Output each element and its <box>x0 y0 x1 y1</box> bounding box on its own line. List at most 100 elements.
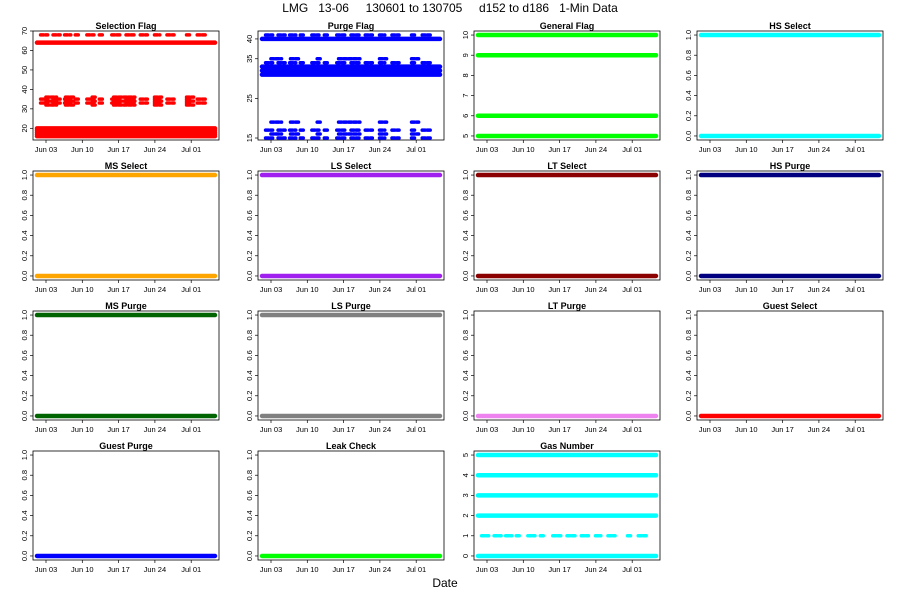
y-tick-label: 30 <box>20 105 29 113</box>
y-tick-label: 0.4 <box>245 230 254 240</box>
x-tick-label: Jun 24 <box>808 285 831 294</box>
y-tick-label: 7 <box>461 94 470 98</box>
x-tick-label: Jun 03 <box>260 285 283 294</box>
y-tick-label: 0.2 <box>245 251 254 261</box>
x-tick-label: Jul 01 <box>406 565 426 574</box>
panel-ls-select: LS Select 0.0 0.2 0.4 0.6 0.8 1.0 Jun 03 Jun 10 J… <box>245 161 445 294</box>
x-tick-label: Jun 10 <box>71 565 94 574</box>
y-tick-label: 0.8 <box>20 330 29 340</box>
x-tick-label: Jun 24 <box>808 425 831 434</box>
x-tick-label: Jun 24 <box>585 565 608 574</box>
y-tick-label: 0.6 <box>245 210 254 220</box>
x-tick-label: Jun 24 <box>369 425 392 434</box>
y-tick-label: 5 <box>461 453 470 457</box>
panel-title: HS Purge <box>770 161 811 171</box>
plot-frame <box>473 310 661 421</box>
y-tick-label: 0.8 <box>461 190 470 200</box>
y-tick-label: 70 <box>20 27 29 35</box>
panel-title: MS Purge <box>105 301 147 311</box>
y-tick-label: 0.6 <box>245 350 254 360</box>
y-tick-label: 0.8 <box>245 470 254 480</box>
x-tick-label: Jun 24 <box>144 145 167 154</box>
panel-guest-select: Guest Select 0.0 0.2 0.4 0.6 0.8 1.0 Jun 03 Jun … <box>684 301 884 434</box>
x-tick-label: Jun 17 <box>548 145 571 154</box>
y-tick-label: 5 <box>461 134 470 138</box>
y-tick-label: 1.0 <box>245 310 254 320</box>
y-tick-label: 0.8 <box>20 190 29 200</box>
y-tick-label: 0.8 <box>684 330 693 340</box>
panel-ls-purge: LS Purge 0.0 0.2 0.4 0.6 0.8 1.0 Jun 03 Jun 10 Ju… <box>245 301 445 434</box>
x-tick-label: Jun 17 <box>332 425 355 434</box>
y-tick-label: 0.4 <box>684 230 693 240</box>
y-tick-label: 0.4 <box>20 230 29 240</box>
x-tick-label: Jul 01 <box>845 145 865 154</box>
y-tick-label: 0.0 <box>245 411 254 421</box>
panel-selection-flag: Selection Flag 20 30 40 50 60 70 Jun 03 Jun 10 Ju… <box>20 21 220 154</box>
plot-frame <box>32 310 220 421</box>
y-tick-label: 0.6 <box>20 210 29 220</box>
panel-lt-purge: LT Purge 0.0 0.2 0.4 0.6 0.8 1.0 Jun 03 Jun 10 Ju… <box>461 301 661 434</box>
x-tick-label: Jun 10 <box>71 285 94 294</box>
x-tick-label: Jun 03 <box>699 285 722 294</box>
y-tick-label: 0.0 <box>245 551 254 561</box>
x-tick-label: Jul 01 <box>181 145 201 154</box>
x-tick-label: Jun 10 <box>296 425 319 434</box>
y-tick-label: 0 <box>461 554 470 558</box>
panel-title: General Flag <box>540 21 595 31</box>
panel-general-flag: General Flag 5 6 7 8 9 10 Jun 03 Jun 10 Jun 17 Jun… <box>461 21 661 154</box>
x-tick-label: Jun 10 <box>512 565 535 574</box>
y-tick-label: 0.8 <box>461 330 470 340</box>
y-tick-label: 1.0 <box>461 170 470 180</box>
y-tick-label: 0.4 <box>20 370 29 380</box>
x-tick-label: Jun 17 <box>548 565 571 574</box>
y-tick-label: 15 <box>245 134 254 142</box>
x-tick-label: Jul 01 <box>845 425 865 434</box>
y-tick-label: 0.0 <box>684 271 693 281</box>
x-tick-label: Jun 24 <box>144 285 167 294</box>
y-tick-label: 1.0 <box>245 170 254 180</box>
panel-gas-number: Gas Number 0 1 2 3 4 5 Jun 03 Jun 10 Jun 17 Jun 24… <box>461 441 661 574</box>
x-tick-label: Jun 10 <box>735 145 758 154</box>
y-tick-label: 0.0 <box>461 271 470 281</box>
x-tick-label: Jun 03 <box>260 425 283 434</box>
y-tick-label: 0.8 <box>20 470 29 480</box>
x-tick-label: Jul 01 <box>622 145 642 154</box>
plot-frame <box>257 30 445 141</box>
panel-title: Guest Purge <box>99 441 153 451</box>
x-tick-label: Jun 24 <box>369 285 392 294</box>
y-tick-label: 40 <box>245 35 254 43</box>
y-tick-label: 0.2 <box>245 531 254 541</box>
x-tick-label: Jun 03 <box>35 285 58 294</box>
x-tick-label: Jun 10 <box>296 145 319 154</box>
plot-frame <box>696 310 884 421</box>
x-tick-label: Jun 10 <box>71 425 94 434</box>
panel-title: LS Purge <box>331 301 371 311</box>
y-tick-label: 35 <box>245 55 254 63</box>
y-tick-label: 0.8 <box>684 190 693 200</box>
x-tick-label: Jun 03 <box>35 145 58 154</box>
y-tick-label: 1.0 <box>20 170 29 180</box>
y-tick-label: 0.0 <box>684 411 693 421</box>
x-tick-label: Jun 03 <box>476 285 499 294</box>
x-tick-label: Jun 17 <box>332 285 355 294</box>
plot-frame <box>696 30 884 141</box>
y-tick-label: 20 <box>20 124 29 132</box>
x-tick-label: Jun 03 <box>476 145 499 154</box>
x-tick-label: Jun 10 <box>296 565 319 574</box>
x-tick-label: Jun 03 <box>260 145 283 154</box>
panel-title: LT Select <box>547 161 586 171</box>
y-tick-label: 0.2 <box>20 391 29 401</box>
x-tick-label: Jun 10 <box>512 285 535 294</box>
x-tick-label: Jun 03 <box>260 565 283 574</box>
x-tick-label: Jun 17 <box>332 145 355 154</box>
y-tick-label: 0.6 <box>461 350 470 360</box>
y-tick-label: 0.0 <box>684 131 693 141</box>
plot-frame <box>32 450 220 561</box>
x-tick-label: Jul 01 <box>622 285 642 294</box>
x-axis-label: Date <box>432 576 458 590</box>
panel-title: Selection Flag <box>95 21 156 31</box>
x-tick-label: Jun 24 <box>585 145 608 154</box>
panel-leak-check: Leak Check 0.0 0.2 0.4 0.6 0.8 1.0 Jun 03 Jun 10… <box>245 441 445 574</box>
x-tick-label: Jun 17 <box>771 145 794 154</box>
